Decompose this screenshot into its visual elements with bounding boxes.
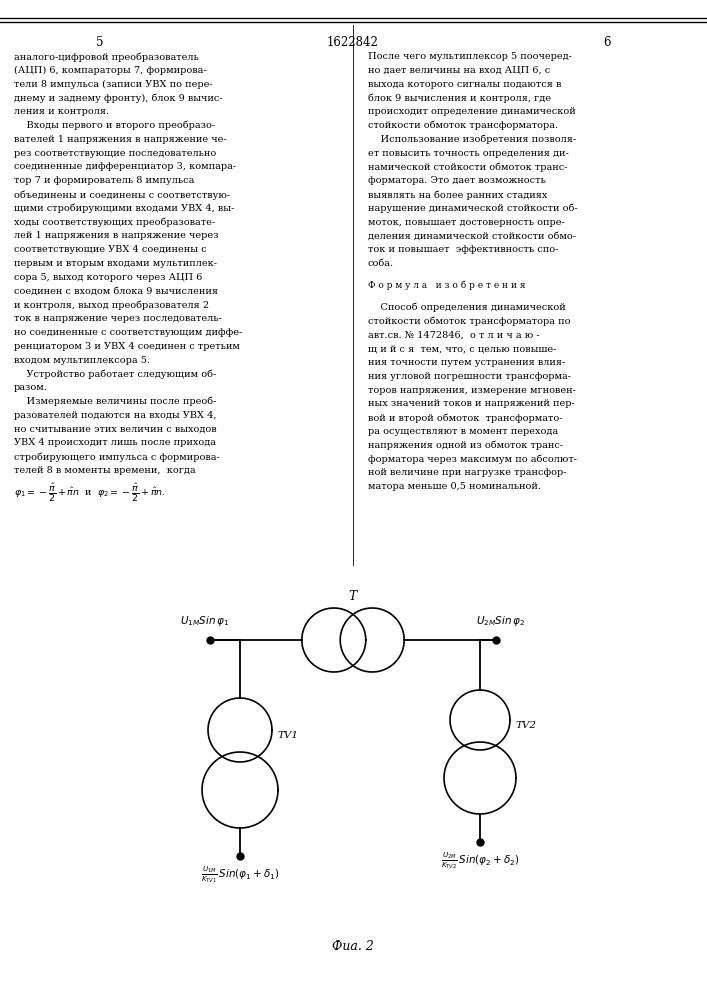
- Text: но считывание этих величин с выходов: но считывание этих величин с выходов: [14, 425, 216, 434]
- Text: После чего мультиплексор 5 поочеред-: После чего мультиплексор 5 поочеред-: [368, 52, 572, 61]
- Text: моток, повышает достоверность опре-: моток, повышает достоверность опре-: [368, 218, 565, 227]
- Text: соединенные дифференциатор 3, компара-: соединенные дифференциатор 3, компара-: [14, 162, 236, 171]
- Text: Входы первого и второго преобразо-: Входы первого и второго преобразо-: [14, 121, 215, 130]
- Text: 6: 6: [603, 36, 611, 49]
- Text: соба.: соба.: [368, 259, 394, 268]
- Text: Способ определения динамической: Способ определения динамической: [368, 303, 566, 312]
- Text: днему и заднему фронту), блок 9 вычис-: днему и заднему фронту), блок 9 вычис-: [14, 93, 223, 103]
- Text: ренциатором 3 и УВХ 4 соединен с третьим: ренциатором 3 и УВХ 4 соединен с третьим: [14, 342, 240, 351]
- Text: телей 8 в моменты времени,  когда: телей 8 в моменты времени, когда: [14, 466, 196, 475]
- Text: деления динамической стойкости обмо-: деления динамической стойкости обмо-: [368, 231, 576, 240]
- Text: тели 8 импульса (записи УВХ по пере-: тели 8 импульса (записи УВХ по пере-: [14, 80, 213, 89]
- Text: УВХ 4 происходит лишь после прихода: УВХ 4 происходит лишь после прихода: [14, 438, 216, 447]
- Text: ной величине при нагрузке трансфор-: ной величине при нагрузке трансфор-: [368, 468, 566, 477]
- Text: выхода которого сигналы подаются в: выхода которого сигналы подаются в: [368, 80, 561, 89]
- Text: соответствующие УВХ 4 соединены с: соответствующие УВХ 4 соединены с: [14, 245, 206, 254]
- Text: разом.: разом.: [14, 383, 48, 392]
- Text: но дает величины на вход АЦП 6, с: но дает величины на вход АЦП 6, с: [368, 66, 550, 75]
- Text: форматора через максимум по абсолют-: форматора через максимум по абсолют-: [368, 455, 577, 464]
- Text: ления и контроля.: ления и контроля.: [14, 107, 109, 116]
- Text: стойкости обмоток трансформатора по: стойкости обмоток трансформатора по: [368, 317, 571, 326]
- Text: происходит определение динамической: происходит определение динамической: [368, 107, 575, 116]
- Text: ток и повышает  эффективность спо-: ток и повышает эффективность спо-: [368, 245, 559, 254]
- Text: вой и второй обмоток  трансформато-: вой и второй обмоток трансформато-: [368, 413, 563, 423]
- Text: ет повысить точность определения ди-: ет повысить точность определения ди-: [368, 149, 568, 158]
- Text: сора 5, выход которого через АЦП 6: сора 5, выход которого через АЦП 6: [14, 273, 202, 282]
- Text: щими стробирующими входами УВХ 4, вы-: щими стробирующими входами УВХ 4, вы-: [14, 204, 234, 213]
- Text: 5: 5: [96, 36, 104, 49]
- Text: $U_{2M}Sin\,\varphi_2$: $U_{2M}Sin\,\varphi_2$: [477, 614, 525, 628]
- Text: авт.св. № 1472846,  о т л и ч а ю -: авт.св. № 1472846, о т л и ч а ю -: [368, 330, 539, 339]
- Text: ния угловой погрешности трансформа-: ния угловой погрешности трансформа-: [368, 372, 571, 381]
- Text: (АЦП) 6, компараторы 7, формирова-: (АЦП) 6, компараторы 7, формирова-: [14, 66, 206, 75]
- Text: щ и й с я  тем, что, с целью повыше-: щ и й с я тем, что, с целью повыше-: [368, 344, 556, 353]
- Text: нарушение динамической стойкости об-: нарушение динамической стойкости об-: [368, 204, 578, 213]
- Text: торов напряжения, измерение мгновен-: торов напряжения, измерение мгновен-: [368, 386, 576, 395]
- Text: $\frac{U_{1M}}{K_{TV1}}\,Sin(\varphi_1+\delta_1)$: $\frac{U_{1M}}{K_{TV1}}\,Sin(\varphi_1+\…: [201, 864, 279, 885]
- Text: ных значений токов и напряжений пер-: ных значений токов и напряжений пер-: [368, 399, 575, 408]
- Text: соединен с входом блока 9 вычисления: соединен с входом блока 9 вычисления: [14, 287, 218, 296]
- Text: Фиа. 2: Фиа. 2: [332, 940, 374, 953]
- Text: T: T: [349, 590, 357, 603]
- Text: Измеряемые величины после преоб-: Измеряемые величины после преоб-: [14, 397, 216, 406]
- Text: TV1: TV1: [277, 730, 298, 740]
- Text: 1622842: 1622842: [327, 36, 379, 49]
- Text: ходы соответствующих преобразовате-: ходы соответствующих преобразовате-: [14, 218, 215, 227]
- Text: напряжения одной из обмоток транс-: напряжения одной из обмоток транс-: [368, 441, 563, 450]
- Text: намической стойкости обмоток транс-: намической стойкости обмоток транс-: [368, 162, 568, 172]
- Text: матора меньше 0,5 номинальной.: матора меньше 0,5 номинальной.: [368, 482, 541, 491]
- Text: разователей подаются на входы УВХ 4,: разователей подаются на входы УВХ 4,: [14, 411, 216, 420]
- Text: Использование изобретения позволя-: Использование изобретения позволя-: [368, 135, 576, 144]
- Text: форматора. Это дает возможность: форматора. Это дает возможность: [368, 176, 546, 185]
- Text: но соединенные с соответствующим диффе-: но соединенные с соответствующим диффе-: [14, 328, 243, 337]
- Text: ра осуществляют в момент перехода: ра осуществляют в момент перехода: [368, 427, 558, 436]
- Text: блок 9 вычисления и контроля, где: блок 9 вычисления и контроля, где: [368, 93, 551, 103]
- Text: аналого-цифровой преобразователь: аналого-цифровой преобразователь: [14, 52, 199, 62]
- Text: TV2: TV2: [515, 720, 536, 730]
- Text: входом мультиплексора 5.: входом мультиплексора 5.: [14, 356, 150, 365]
- Text: тор 7 и формирователь 8 импульса: тор 7 и формирователь 8 импульса: [14, 176, 194, 185]
- Text: Устройство работает следующим об-: Устройство работает следующим об-: [14, 369, 216, 379]
- Text: и контроля, выход преобразователя 2: и контроля, выход преобразователя 2: [14, 300, 209, 310]
- Text: стробирующего импульса с формирова-: стробирующего импульса с формирова-: [14, 452, 220, 462]
- Text: ток в напряжение через последователь-: ток в напряжение через последователь-: [14, 314, 222, 323]
- Text: лей 1 напряжения в напряжение через: лей 1 напряжения в напряжение через: [14, 231, 218, 240]
- Text: ния точности путем устранения влия-: ния точности путем устранения влия-: [368, 358, 566, 367]
- Text: рез соответствующие последовательно: рез соответствующие последовательно: [14, 149, 216, 158]
- Text: Ф о р м у л а   и з о б р е т е н и я: Ф о р м у л а и з о б р е т е н и я: [368, 281, 525, 290]
- Text: первым и вторым входами мультиплек-: первым и вторым входами мультиплек-: [14, 259, 217, 268]
- Text: вателей 1 напряжения в напряжение че-: вателей 1 напряжения в напряжение че-: [14, 135, 227, 144]
- Text: $\varphi_1 = -\dfrac{\hat{\pi}}{2} + \hat{\pi}n$  и  $\varphi_2 = -\dfrac{\hat{\: $\varphi_1 = -\dfrac{\hat{\pi}}{2} + \ha…: [14, 482, 166, 504]
- Text: выявлять на более ранних стадиях: выявлять на более ранних стадиях: [368, 190, 547, 200]
- Text: $\frac{U_{2M}}{K_{TV2}}\,Sin(\varphi_2+\delta_2)$: $\frac{U_{2M}}{K_{TV2}}\,Sin(\varphi_2+\…: [440, 850, 520, 871]
- Text: $U_{1M}Sin\,\varphi_1$: $U_{1M}Sin\,\varphi_1$: [180, 614, 230, 628]
- Text: объединены и соединены с соответствую-: объединены и соединены с соответствую-: [14, 190, 230, 200]
- Text: стойкости обмоток трансформатора.: стойкости обмоток трансформатора.: [368, 121, 558, 130]
